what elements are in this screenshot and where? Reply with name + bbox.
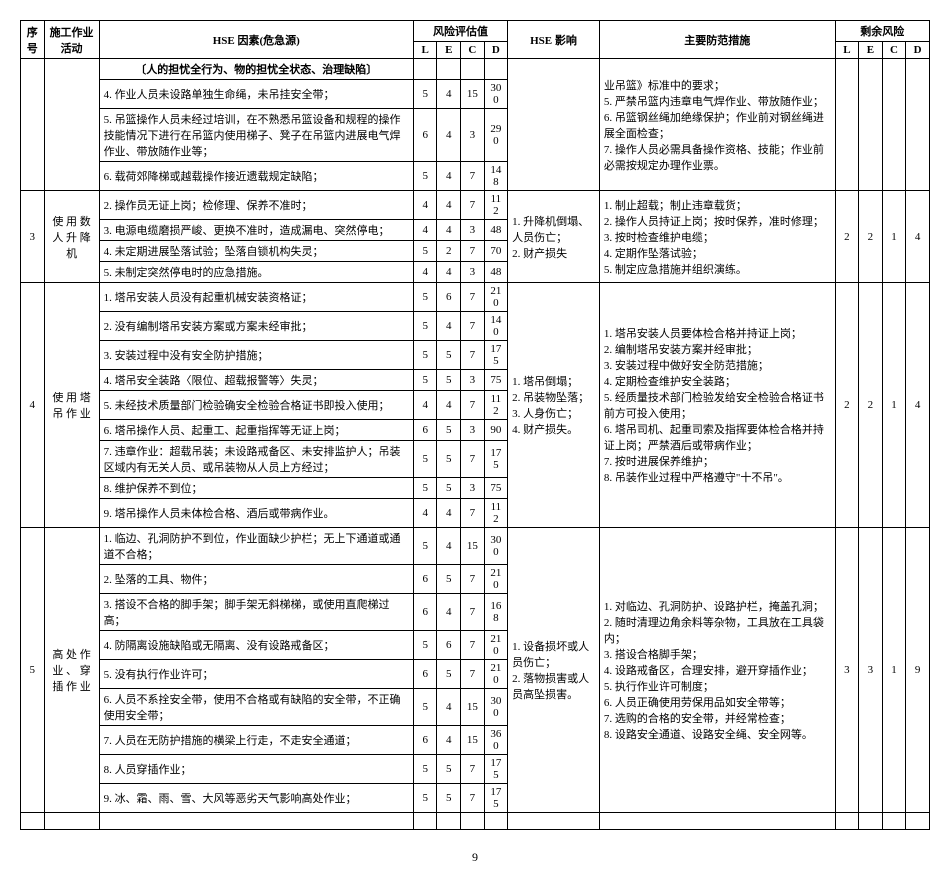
activity-cell: 使 用 塔 吊 作 业: [44, 283, 99, 528]
table-row: 8. 人员穿插作业；: [99, 755, 413, 784]
th-hse: HSE 因素(危急源): [99, 21, 413, 59]
effect-cell: 1. 塔吊倒塌；2. 吊装物坠落；3. 人身伤亡；4. 财产损失。: [508, 283, 600, 528]
measures-cell: 1. 塔吊安装人员要体检合格并持证上岗；2. 编制塔吊安装方案并经审批；3. 安…: [599, 283, 835, 528]
th-risk-eval: 风险评估值: [413, 21, 507, 42]
table-row: 4. 作业人员未设路单独生命绳，未吊挂安全带；: [99, 80, 413, 109]
table-row: 2. 坠落的工具、物件；: [99, 565, 413, 594]
measures-cell: 1. 制止超载；制止违章载货；2. 操作人员持证上岗；按时保养，准时修理；3. …: [599, 191, 835, 283]
th-L: L: [413, 42, 437, 59]
activity-cell: 高 处 作 业 、 穿 插 作 业: [44, 528, 99, 813]
th-D: D: [484, 42, 508, 59]
th-seq: 序号: [21, 21, 45, 59]
table-row: 1. 临边、孔洞防护不到位，作业面缺少护栏；无上下通道或通道不合格；: [99, 528, 413, 565]
table-row: 4. 防隔离设施缺陷或无隔离、没有设路戒备区；: [99, 631, 413, 660]
table-row: 7. 人员在无防护措施的横梁上行走，不走安全通道；: [99, 726, 413, 755]
risk-table: 序号 施工作业活动 HSE 因素(危急源) 风险评估值 HSE 影响 主要防范措…: [20, 20, 930, 830]
table-row: 4. 未定期进展坠落试验；坠落自锁机构失灵；: [99, 241, 413, 262]
table-row: 1. 塔吊安装人员没有起重机械安装资格证；: [99, 283, 413, 312]
seq-cell: 4: [21, 283, 45, 528]
pre-measures: 业吊篮》标准中的要求；5. 严禁吊篮内违章电气焊作业、带放随作业；6. 吊篮钢丝…: [599, 59, 835, 191]
table-row: 5. 吊篮操作人员未经过培训，在不熟悉吊篮设备和规程的操作技能情况下进行在吊篮内…: [99, 109, 413, 162]
th-E: E: [437, 42, 461, 59]
seq-cell: 5: [21, 528, 45, 813]
effect-cell: 1. 升降机倒塌、人员伤亡；2. 财产损失: [508, 191, 600, 283]
table-row: 6. 人员不系拴安全带，使用不合格或有缺陷的安全带，不正确使用安全带；: [99, 689, 413, 726]
th-rC: C: [882, 42, 906, 59]
table-row: 7. 违章作业：超载吊装；未设路戒备区、未安排监护人；吊装区域内有无关人员、或吊…: [99, 441, 413, 478]
table-row: 3. 搭设不合格的脚手架；脚手架无斜梯梯，或使用直爬梯过高；: [99, 594, 413, 631]
th-effect: HSE 影响: [508, 21, 600, 59]
th-rD: D: [906, 42, 930, 59]
table-row: 9. 冰、霜、雨、雪、大风等恶劣天气影响高处作业；: [99, 784, 413, 813]
table-row: 3. 电源电缆磨损严峻、更换不准时，造成漏电、突然停电；: [99, 220, 413, 241]
th-C: C: [461, 42, 485, 59]
th-activity: 施工作业活动: [44, 21, 99, 59]
table-row: 6. 塔吊操作人员、起重工、起重指挥等无证上岗；: [99, 420, 413, 441]
table-row: 5. 未经技术质量部门检验确安全检验合格证书即投入使用；: [99, 391, 413, 420]
table-row: 9. 塔吊操作人员未体检合格、酒后或带病作业。: [99, 499, 413, 528]
table-row: 5. 没有执行作业许可；: [99, 660, 413, 689]
effect-cell: 1. 设备损坏或人员伤亡；2. 落物损害或人员高坠损害。: [508, 528, 600, 813]
table-row: 2. 操作员无证上岗；检修理、保养不准时；: [99, 191, 413, 220]
table-row: 2. 没有编制塔吊安装方案或方案未经审批；: [99, 312, 413, 341]
seq-cell: 3: [21, 191, 45, 283]
table-row: 8. 维护保养不到位；: [99, 478, 413, 499]
activity-cell: 使 用 数 人 升 降 机: [44, 191, 99, 283]
page-number: 9: [20, 850, 930, 865]
table-row: 4. 塔吊安全装路〈限位、超载报警等〉失灵；: [99, 370, 413, 391]
measures-cell: 1. 对临边、孔洞防护、设路护栏，掩盖孔洞；2. 随时清理边角余料等杂物，工具放…: [599, 528, 835, 813]
th-rL: L: [835, 42, 859, 59]
th-rE: E: [859, 42, 883, 59]
subheader: 〔人的担忧全行为、物的担忧全状态、治理缺陷〕: [99, 59, 413, 80]
table-row: 3. 安装过程中没有安全防护措施；: [99, 341, 413, 370]
header-row-1: 序号 施工作业活动 HSE 因素(危急源) 风险评估值 HSE 影响 主要防范措…: [21, 21, 930, 42]
table-row: 5. 未制定突然停电时的应急措施。: [99, 262, 413, 283]
table-row: 6. 载荷郊降梯或越载操作接近遗载规定缺陷；: [99, 162, 413, 191]
th-remain: 剩余风险: [835, 21, 929, 42]
th-measure: 主要防范措施: [599, 21, 835, 59]
